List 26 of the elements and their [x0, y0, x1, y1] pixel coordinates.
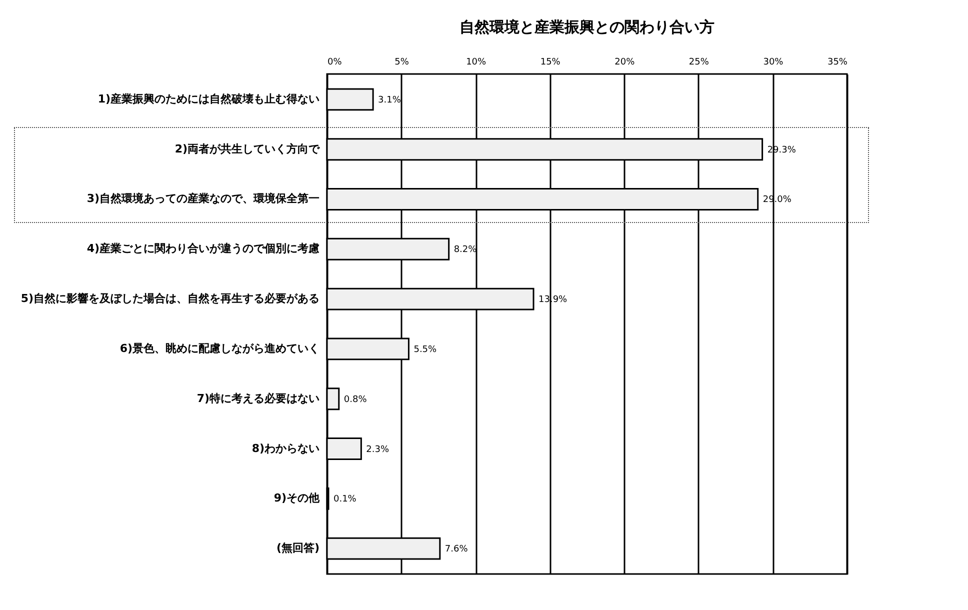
y-tick-label: 1)産業振興のためには自然破壊も止む得ない	[98, 92, 320, 106]
x-tick-label: 20%	[614, 58, 636, 68]
y-tick-label: 3)自然環境あっての産業なので、環境保全第一	[86, 192, 320, 206]
data-label: 0.8%	[344, 394, 368, 405]
x-tick-label: 15%	[540, 58, 561, 68]
y-tick-label: 5)自然に影響を及ぼした場合は、自然を再生する必要がある	[20, 292, 320, 306]
data-label: 8.2%	[454, 245, 478, 256]
y-tick-label: 6)景色、眺めに配慮しながら進めていく	[120, 342, 320, 355]
data-label: 2.3%	[366, 444, 390, 455]
y-tick-label: 4)産業ごとに関わり合いが違うので個別に考慮	[86, 242, 320, 256]
y-tick-label: 2)両者が共生していく方向で	[174, 142, 320, 156]
data-label: 5.5%	[414, 344, 438, 355]
x-tick-label: 25%	[688, 58, 710, 68]
data-label: 0.1%	[333, 494, 357, 505]
x-tick-label: 35%	[827, 58, 848, 68]
y-tick-label: (無回答)	[276, 542, 320, 555]
x-tick-label: 5%	[394, 58, 410, 68]
x-tick-label: 30%	[763, 58, 784, 68]
data-label: 3.1%	[378, 95, 402, 106]
y-tick-label: 7)特に考える必要はない	[196, 392, 320, 405]
y-tick-label: 9)その他	[274, 492, 320, 505]
data-label: 7.6%	[444, 544, 468, 555]
x-tick-label: 0%	[328, 58, 342, 68]
chart-title: 自然環境と産業振興との関わり合い方	[460, 18, 714, 36]
y-tick-label: 8)わからない	[252, 442, 320, 455]
x-tick-label: 10%	[466, 58, 487, 68]
